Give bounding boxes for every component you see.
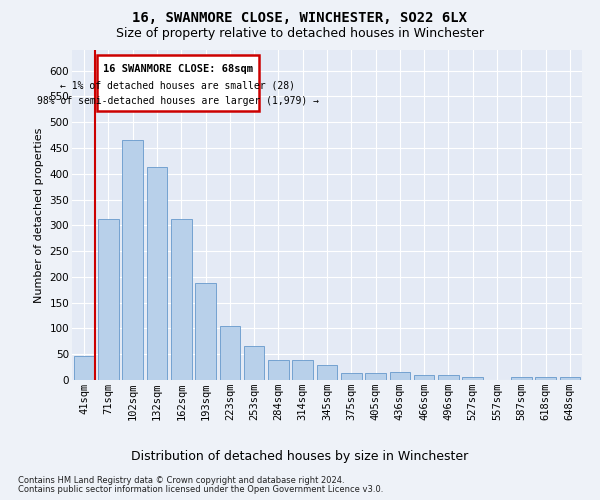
Text: Contains public sector information licensed under the Open Government Licence v3: Contains public sector information licen… xyxy=(18,485,383,494)
Bar xyxy=(122,140,143,380)
Text: Contains HM Land Registry data © Crown copyright and database right 2024.: Contains HM Land Registry data © Crown c… xyxy=(18,476,344,485)
Bar xyxy=(220,326,240,380)
Bar xyxy=(244,346,265,380)
Bar xyxy=(463,378,483,380)
Text: 16, SWANMORE CLOSE, WINCHESTER, SO22 6LX: 16, SWANMORE CLOSE, WINCHESTER, SO22 6LX xyxy=(133,11,467,25)
Bar xyxy=(389,372,410,380)
Bar xyxy=(292,360,313,380)
Bar xyxy=(535,378,556,380)
Bar xyxy=(560,378,580,380)
Bar xyxy=(365,374,386,380)
Bar xyxy=(195,283,216,380)
Bar xyxy=(146,167,167,380)
Bar xyxy=(74,356,94,380)
Bar xyxy=(317,364,337,380)
Bar xyxy=(414,375,434,380)
Text: ← 1% of detached houses are smaller (28): ← 1% of detached houses are smaller (28) xyxy=(61,80,295,90)
Text: 98% of semi-detached houses are larger (1,979) →: 98% of semi-detached houses are larger (… xyxy=(37,96,319,106)
Bar xyxy=(98,219,119,380)
Text: Distribution of detached houses by size in Winchester: Distribution of detached houses by size … xyxy=(131,450,469,463)
Y-axis label: Number of detached properties: Number of detached properties xyxy=(34,128,44,302)
Text: 16 SWANMORE CLOSE: 68sqm: 16 SWANMORE CLOSE: 68sqm xyxy=(103,64,253,74)
Bar xyxy=(341,373,362,380)
Bar xyxy=(511,378,532,380)
Text: Size of property relative to detached houses in Winchester: Size of property relative to detached ho… xyxy=(116,28,484,40)
Bar xyxy=(438,375,459,380)
Bar xyxy=(171,219,191,380)
Bar xyxy=(268,360,289,380)
FancyBboxPatch shape xyxy=(97,55,259,111)
